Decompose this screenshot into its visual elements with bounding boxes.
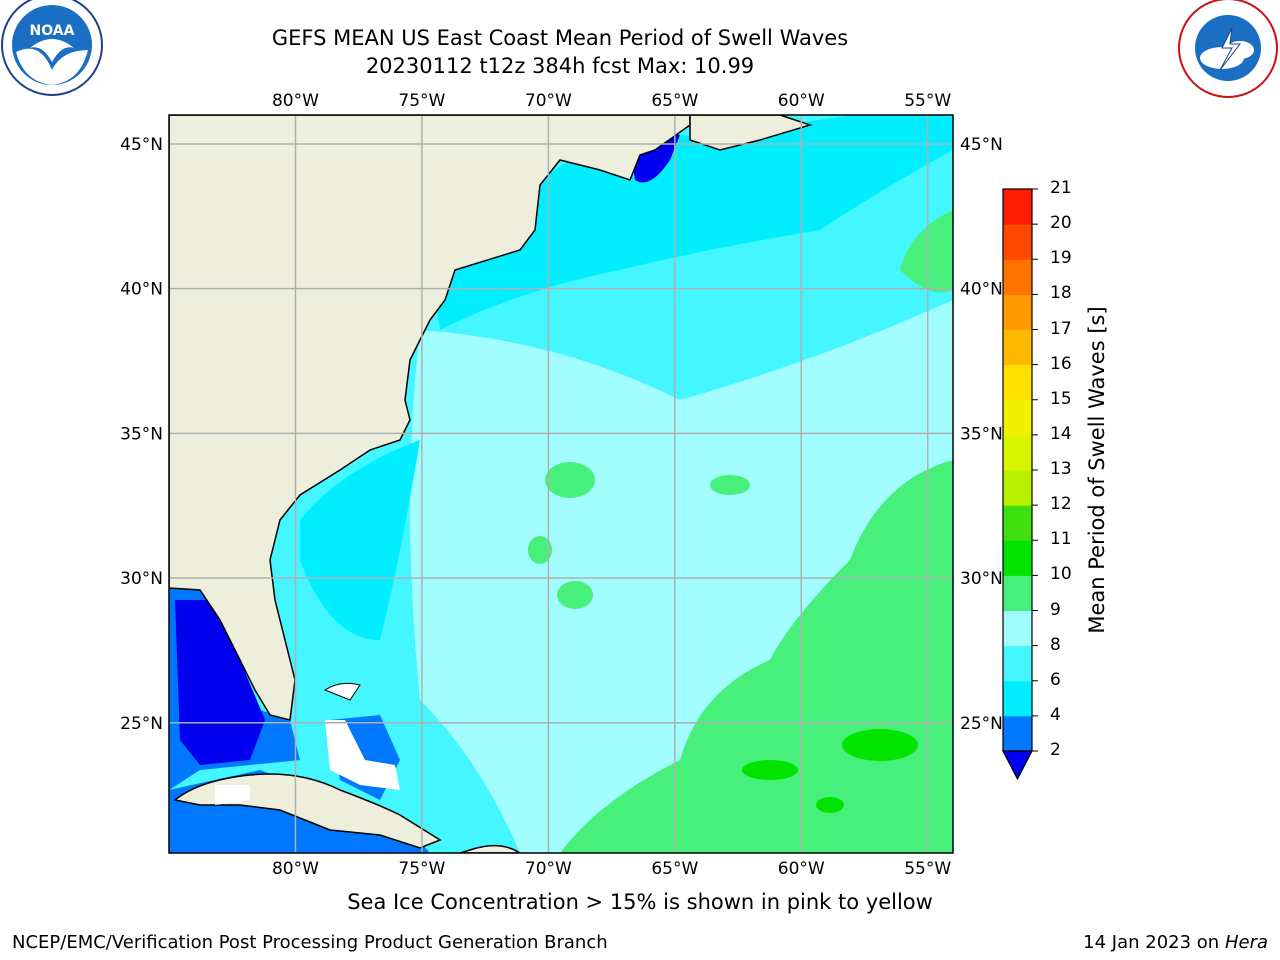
map-frame	[168, 114, 954, 854]
top-lon-label-1: 75°W	[398, 91, 445, 111]
colorbar-segment-4	[1003, 575, 1032, 611]
noaa-logo: NOAA	[1, 0, 103, 96]
svg-text:NOAA: NOAA	[30, 23, 75, 39]
map-title: GEFS MEAN US East Coast Mean Period of S…	[271, 26, 849, 50]
right-lat-label-4: 25°N	[960, 714, 1003, 734]
gridlines	[169, 115, 953, 853]
colorbar-label-9: 14	[1050, 423, 1072, 444]
colorbar-segment-11	[1003, 329, 1032, 366]
colorbar-segment-14	[1003, 224, 1032, 260]
right-lat-label-0: 45°N	[960, 135, 1003, 155]
left-lat-label-1: 40°N	[120, 280, 163, 300]
top-lon-label-4: 60°W	[778, 91, 825, 111]
colorbar-label-12: 17	[1050, 318, 1072, 339]
colorbar-label-0: 2	[1050, 740, 1061, 760]
credit-machine: Hera	[1224, 932, 1268, 953]
colorbar-label-15: 20	[1050, 213, 1072, 234]
colorbar-label-2: 6	[1050, 669, 1061, 690]
colorbar-title: Mean Period of Swell Waves [s]	[1085, 306, 1109, 634]
bottom-lon-label-1: 75°W	[398, 859, 445, 879]
colorbar-segment-12	[1003, 294, 1032, 330]
colorbar-segment-5	[1003, 540, 1032, 576]
bottom-lon-label-5: 55°W	[904, 859, 951, 879]
map-subtitle: 20230112 t12z 384h fcst Max: 10.99	[365, 54, 755, 78]
left-lat-label-3: 30°N	[120, 569, 163, 589]
colorbar-label-11: 16	[1050, 353, 1072, 374]
left-lat-label-4: 25°N	[120, 714, 163, 734]
colorbar-label-5: 10	[1050, 564, 1072, 585]
colorbar-label-7: 12	[1050, 494, 1072, 515]
credit-date: 14 Jan 2023 on Hera	[1083, 932, 1268, 953]
credit-branch: NCEP/EMC/Verification Post Processing Pr…	[12, 932, 608, 953]
colorbar-label-16: 21	[1050, 178, 1072, 198]
nws-logo	[1178, 0, 1278, 98]
top-lon-label-0: 80°W	[272, 91, 319, 111]
colorbar	[1002, 188, 1038, 781]
colorbar-segment-2	[1003, 645, 1032, 682]
colorbar-label-3: 8	[1050, 634, 1061, 655]
colorbar-under-arrow	[1002, 750, 1033, 781]
left-lat-label-0: 45°N	[120, 135, 163, 155]
colorbar-segment-1	[1003, 680, 1032, 717]
colorbar-segment-7	[1003, 470, 1032, 506]
colorbar-label-1: 4	[1050, 704, 1061, 725]
bottom-lon-label-4: 60°W	[778, 859, 825, 879]
land	[169, 115, 813, 853]
top-lon-label-2: 70°W	[525, 91, 572, 111]
colorbar-segment-9	[1003, 399, 1032, 436]
colorbar-label-8: 13	[1050, 459, 1072, 479]
colorbar-label-4: 9	[1050, 599, 1061, 620]
colorbar-label-6: 11	[1050, 529, 1072, 550]
colorbar-segment-8	[1003, 434, 1032, 471]
top-lon-label-5: 55°W	[904, 91, 951, 111]
bottom-lon-label-2: 70°W	[525, 859, 572, 879]
colorbar-segment-10	[1003, 364, 1032, 401]
colorbar-segment-0	[1003, 715, 1032, 752]
right-lat-label-2: 35°N	[960, 424, 1003, 444]
colorbar-segment-3	[1003, 610, 1032, 647]
colorbar-label-14: 19	[1050, 248, 1072, 269]
colorbar-segment-13	[1003, 259, 1032, 295]
right-lat-label-1: 40°N	[960, 280, 1003, 300]
right-lat-label-3: 30°N	[960, 569, 1003, 589]
colorbar-label-13: 18	[1050, 283, 1072, 304]
bottom-lon-label-0: 80°W	[272, 859, 319, 879]
colorbar-segment-15	[1003, 189, 1032, 225]
bottom-lon-label-3: 65°W	[651, 859, 698, 879]
sea-ice-note: Sea Ice Concentration > 15% is shown in …	[347, 890, 933, 914]
top-lon-label-3: 65°W	[651, 91, 698, 111]
colorbar-label-10: 15	[1050, 388, 1072, 409]
colorbar-segment-6	[1003, 505, 1032, 541]
left-lat-label-2: 35°N	[120, 424, 163, 444]
